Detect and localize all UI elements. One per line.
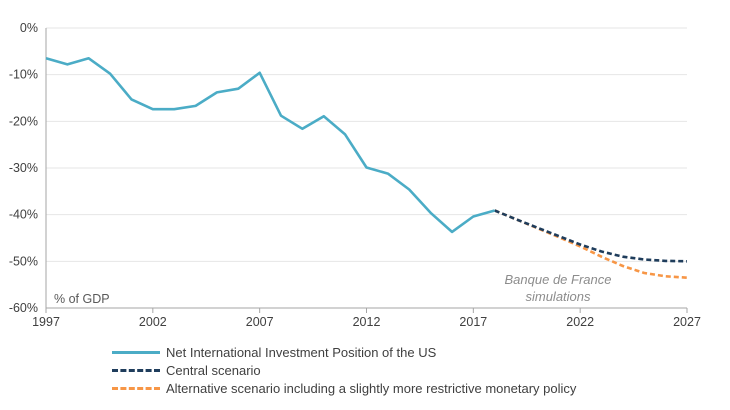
- x-tick-label: 2022: [566, 315, 594, 329]
- annotation-line-2: simulations: [525, 289, 591, 304]
- series-line-0: [45, 56, 496, 234]
- series-line-2: [494, 209, 688, 279]
- legend: Net International Investment Position of…: [112, 343, 576, 397]
- x-tick-label: 2027: [673, 315, 701, 329]
- y-unit-label: % of GDP: [54, 292, 110, 306]
- y-tick-label: -60%: [9, 301, 38, 315]
- legend-swatch-niip: [112, 350, 160, 354]
- x-tick-label: 2002: [139, 315, 167, 329]
- y-tick-label: -30%: [9, 161, 38, 175]
- legend-label-alternative: Alternative scenario including a slightl…: [166, 380, 577, 396]
- chart: 0% -10% -20% -30% -40% -50% -60%1997 2002 2007 20…: [9, 21, 701, 329]
- x-tick-label: 2012: [353, 315, 381, 329]
- legend-swatch-central: [112, 368, 160, 372]
- axes: [45, 28, 688, 313]
- legend-item-niip: Net International Investment Position of…: [112, 343, 576, 361]
- x-tick-label: 2017: [459, 315, 487, 329]
- y-tick-label: -20%: [9, 114, 38, 128]
- series-layer: [45, 56, 688, 279]
- legend-label-central: Central scenario: [166, 362, 261, 378]
- legend-swatch-alternative: [112, 386, 160, 390]
- y-tick-label: -40%: [9, 208, 38, 222]
- legend-item-alternative: Alternative scenario including a slightl…: [112, 379, 576, 397]
- annotation-line-1: Banque de France: [505, 272, 612, 287]
- grid-lines: [46, 27, 687, 262]
- y-tick-label: 0%: [20, 21, 38, 35]
- y-tick-label: -10%: [9, 68, 38, 82]
- series-line-1: [494, 209, 688, 263]
- legend-label-niip: Net International Investment Position of…: [166, 344, 437, 360]
- x-tick-label: 2007: [246, 315, 274, 329]
- y-tick-label: -50%: [9, 254, 38, 268]
- legend-item-central: Central scenario: [112, 361, 576, 379]
- x-tick-label: 1997: [32, 315, 60, 329]
- tick-labels: 0% -10% -20% -30% -40% -50% -60%1997 2002 2007 20…: [9, 21, 701, 329]
